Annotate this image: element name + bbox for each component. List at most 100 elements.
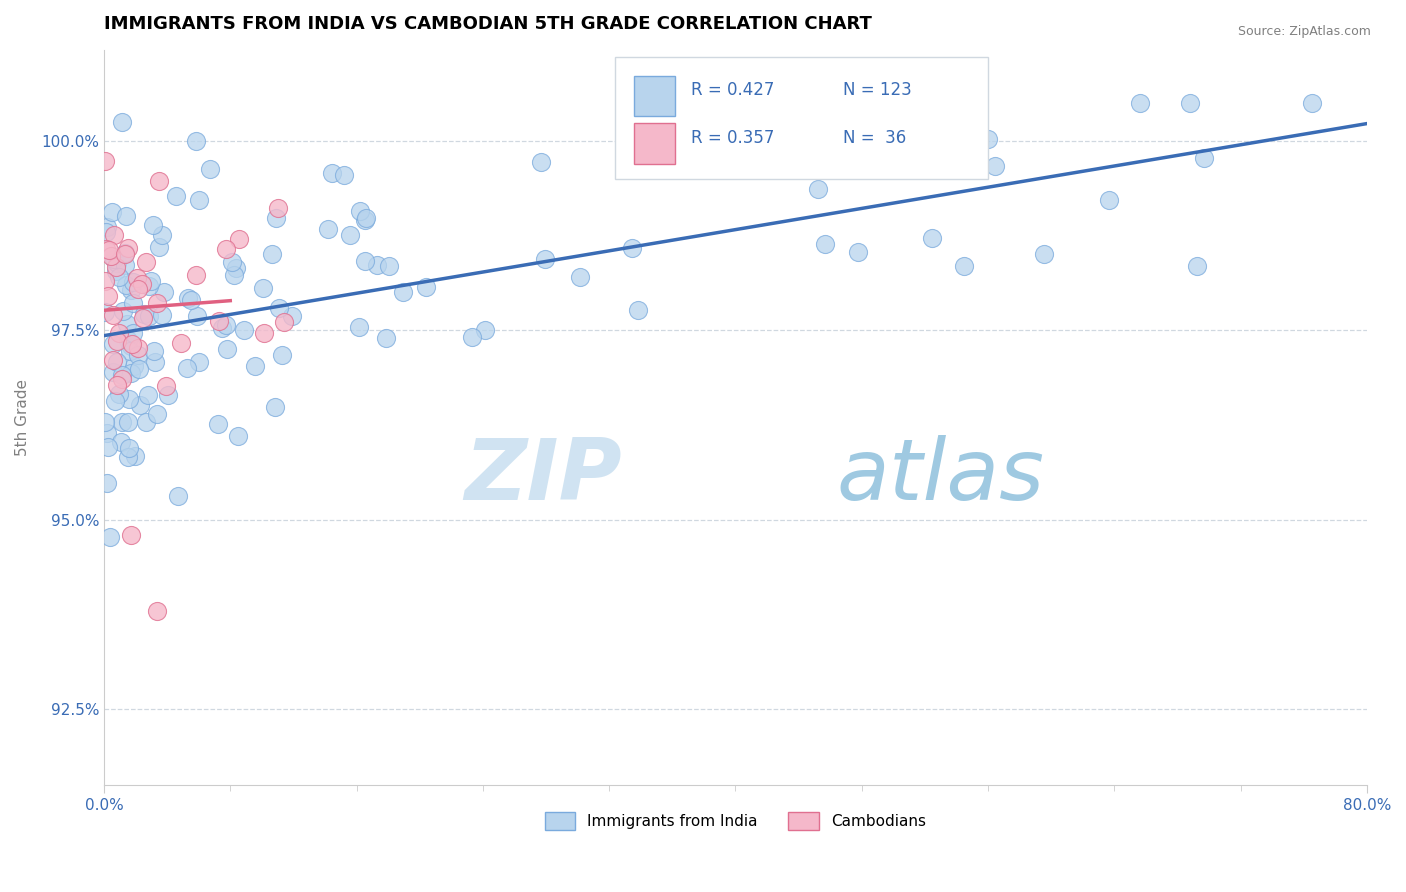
Point	[214, 318, 236, 332]
Point	[105, 334, 128, 348]
FancyBboxPatch shape	[616, 57, 988, 178]
Point	[208, 313, 231, 327]
Point	[94, 225, 117, 239]
Point	[534, 252, 557, 266]
Point	[94, 415, 117, 429]
Point	[105, 264, 128, 278]
Text: R = 0.427: R = 0.427	[692, 81, 775, 99]
Point	[114, 209, 136, 223]
Point	[273, 316, 295, 330]
Point	[627, 303, 650, 318]
Point	[103, 252, 125, 266]
Point	[807, 182, 830, 196]
Point	[176, 361, 198, 376]
Point	[224, 268, 246, 282]
Point	[349, 204, 371, 219]
Point	[1098, 194, 1121, 208]
Point	[120, 339, 142, 353]
Point	[1194, 152, 1216, 166]
Point	[111, 368, 134, 383]
Point	[111, 303, 134, 318]
Point	[984, 160, 1007, 174]
Point	[103, 228, 125, 243]
Point	[375, 330, 398, 344]
Point	[120, 528, 142, 542]
Point	[1301, 95, 1323, 110]
Point	[228, 232, 250, 246]
Point	[354, 213, 377, 227]
Point	[122, 275, 145, 289]
Point	[146, 407, 169, 421]
Point	[157, 388, 180, 402]
Point	[354, 211, 377, 225]
Point	[135, 415, 157, 429]
Point	[97, 289, 120, 303]
Point	[392, 285, 415, 299]
Point	[135, 255, 157, 269]
Point	[252, 281, 274, 295]
Point	[96, 220, 118, 235]
Point	[378, 259, 401, 273]
Point	[167, 489, 190, 503]
Point	[96, 475, 118, 490]
Point	[103, 365, 125, 379]
Point	[228, 429, 250, 443]
Point	[747, 118, 769, 132]
Point	[120, 366, 142, 380]
Text: N =  36: N = 36	[842, 129, 905, 147]
Point	[136, 387, 159, 401]
Point	[100, 249, 122, 263]
Point	[152, 285, 174, 300]
Point	[98, 243, 121, 257]
Point	[117, 241, 139, 255]
Point	[97, 440, 120, 454]
Point	[232, 323, 254, 337]
Point	[1187, 260, 1209, 274]
Point	[105, 377, 128, 392]
Point	[186, 309, 208, 323]
Point	[474, 323, 496, 337]
Point	[148, 174, 170, 188]
Point	[221, 255, 243, 269]
Point	[145, 604, 167, 618]
Text: N = 123: N = 123	[842, 81, 911, 99]
Point	[143, 344, 166, 359]
Point	[114, 245, 136, 260]
Point	[225, 260, 247, 275]
Legend: Immigrants from India, Cambodians: Immigrants from India, Cambodians	[538, 805, 932, 837]
Point	[354, 254, 377, 268]
Point	[530, 155, 553, 169]
Point	[267, 301, 290, 316]
Point	[366, 258, 388, 272]
Point	[921, 231, 943, 245]
Point	[124, 359, 146, 373]
Point	[122, 326, 145, 340]
Point	[150, 308, 173, 322]
Point	[121, 337, 143, 351]
Point	[415, 280, 437, 294]
Point	[846, 244, 869, 259]
Point	[114, 247, 136, 261]
Point	[253, 326, 276, 340]
Point	[321, 166, 343, 180]
Point	[94, 154, 117, 169]
Point	[120, 283, 142, 297]
Point	[180, 293, 202, 308]
Point	[177, 291, 200, 305]
Point	[117, 450, 139, 465]
Point	[111, 372, 134, 386]
Text: atlas: atlas	[837, 434, 1045, 517]
Point	[127, 341, 149, 355]
Point	[125, 270, 148, 285]
Point	[170, 336, 193, 351]
Point	[339, 227, 361, 242]
Text: R = 0.357: R = 0.357	[692, 129, 775, 147]
Point	[139, 274, 162, 288]
Point	[117, 333, 139, 347]
Point	[117, 416, 139, 430]
Y-axis label: 5th Grade: 5th Grade	[15, 379, 30, 456]
Point	[461, 330, 484, 344]
Point	[270, 348, 292, 362]
Point	[146, 296, 169, 310]
Point	[94, 274, 117, 288]
